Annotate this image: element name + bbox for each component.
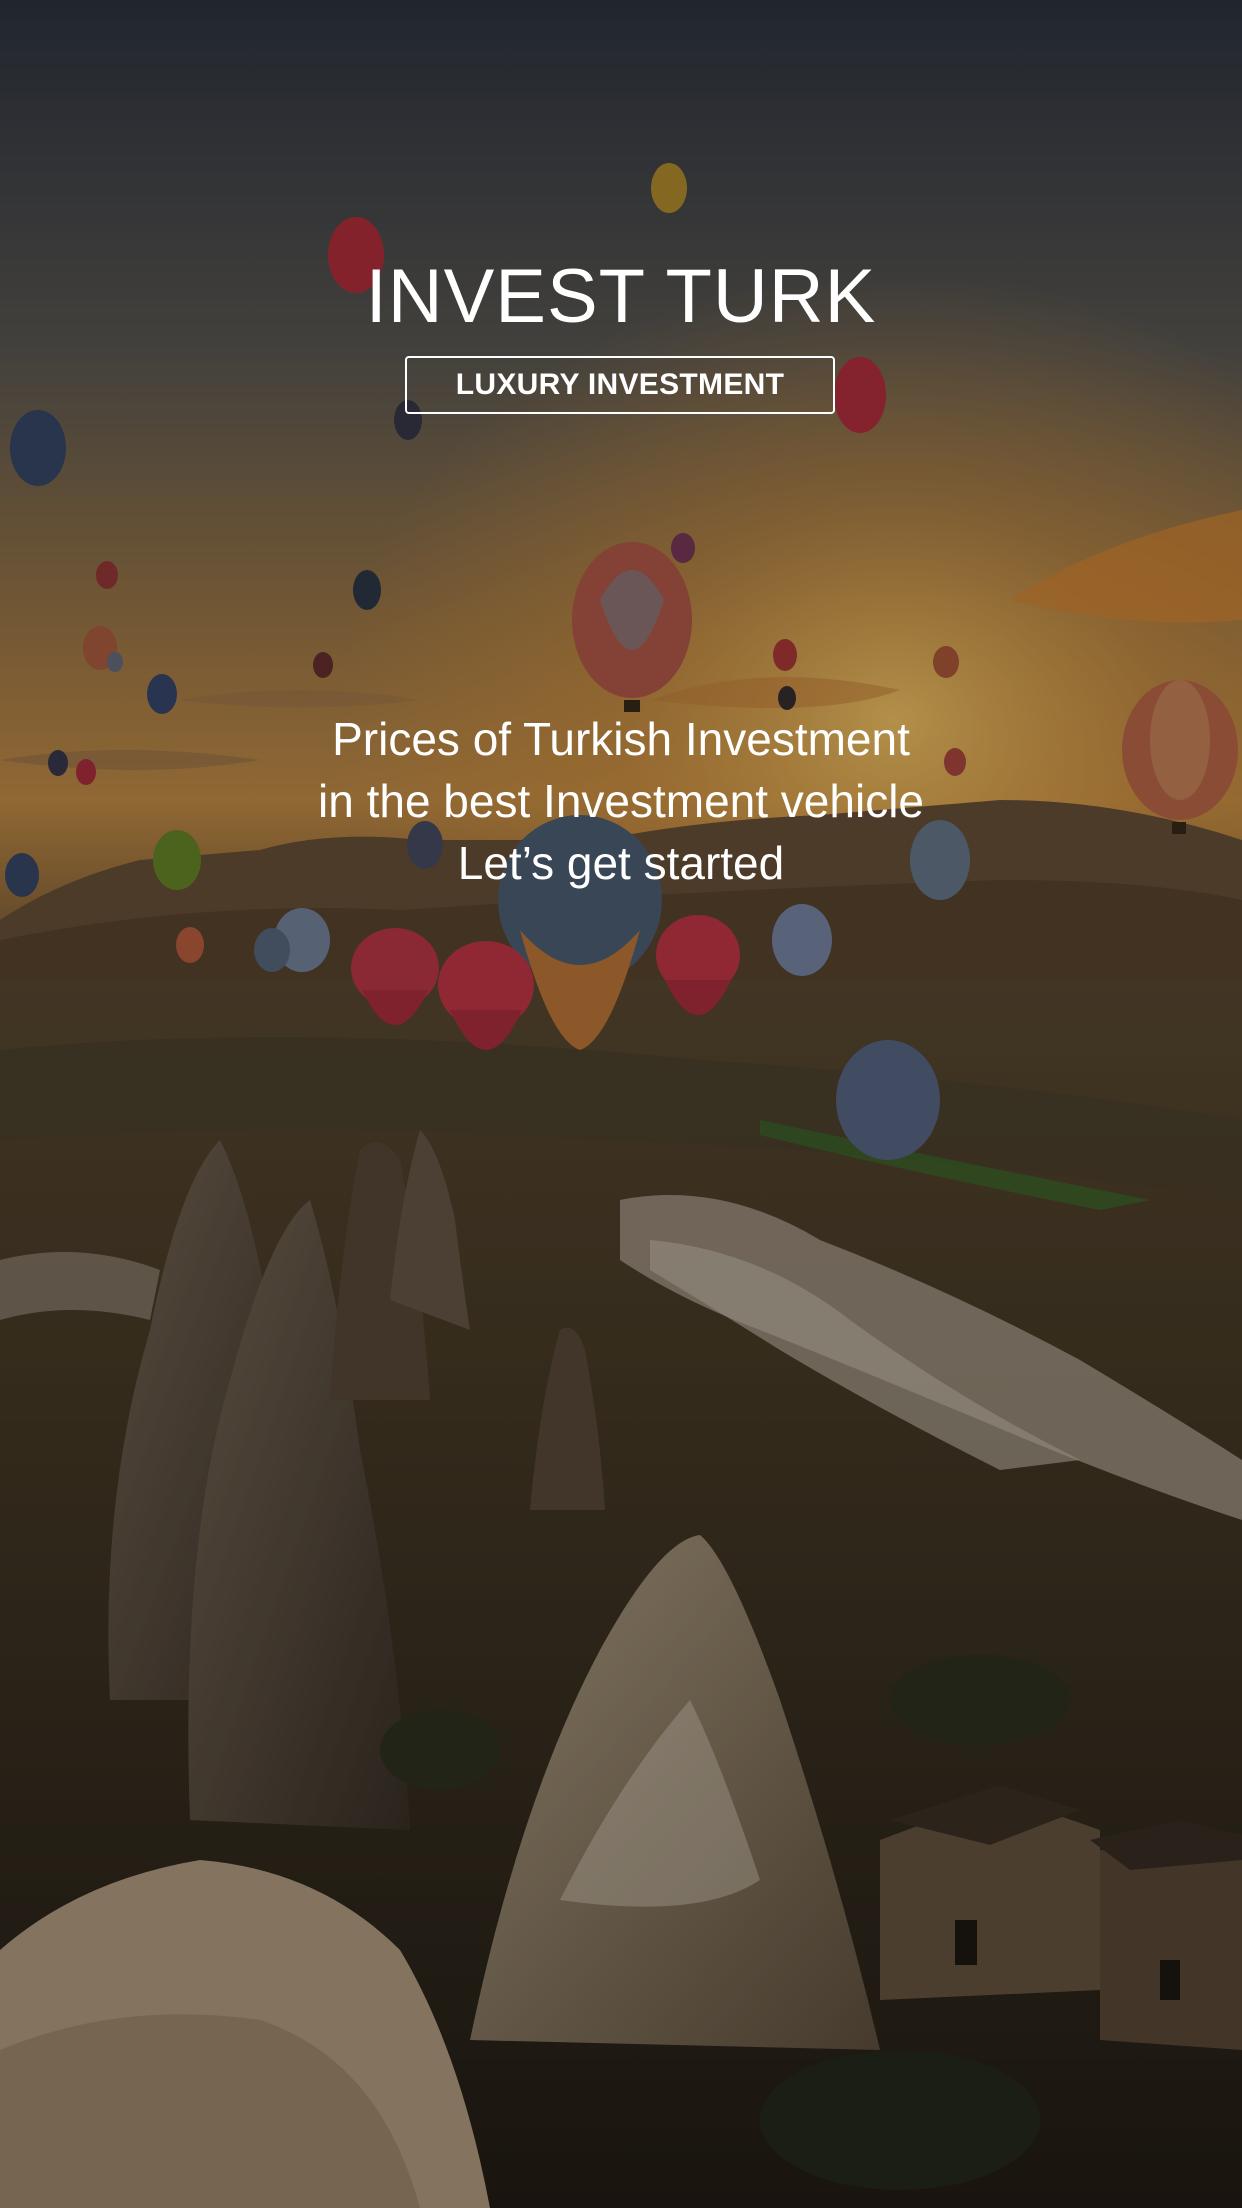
hero-line-1: Prices of Turkish Investment [332,713,910,765]
tagline-badge: LUXURY INVESTMENT [405,356,835,414]
app-title: INVEST TURK [365,254,877,339]
hero-line-2: in the best Investment vehicle [318,775,924,827]
hero-text: Prices of Turkish Investment in the best… [0,708,1242,894]
hero-line-3-get-started[interactable]: Let’s get started [457,837,785,889]
hot-air-balloons [5,163,1238,1160]
